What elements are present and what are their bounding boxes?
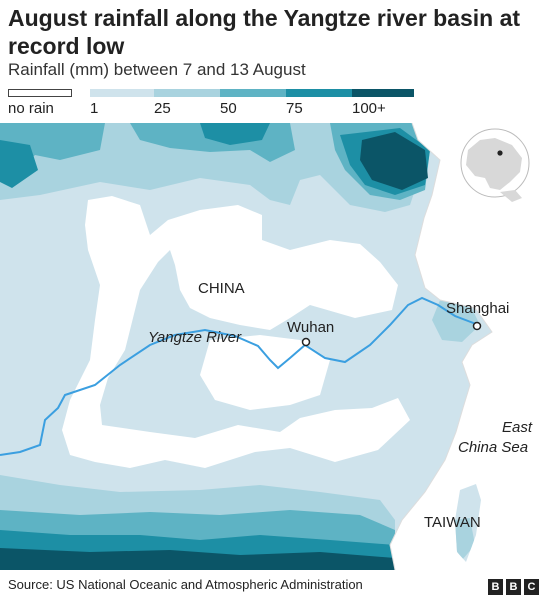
mainland-china (0, 123, 492, 570)
legend-swatch-75 (286, 89, 352, 97)
rain-band-100-north (360, 132, 428, 190)
legend-swatch-1 (90, 89, 154, 97)
coastline (389, 123, 493, 570)
chart-title: August rainfall along the Yangtze river … (8, 5, 521, 59)
rainfall-map: CHINA Yangtze River Wuhan Shanghai East … (0, 123, 544, 570)
shanghai-marker (472, 321, 482, 331)
label-china-sea: China Sea (458, 439, 528, 456)
yangtze-river-line (0, 296, 477, 456)
legend-label-75: 75 (286, 100, 303, 117)
legend-label-100: 100+ (352, 100, 386, 117)
legend-label-25: 25 (154, 100, 171, 117)
taiwan-island (455, 484, 481, 562)
bbc-logo-b2: B (506, 579, 521, 595)
chart-subtitle: Rainfall (mm) between 7 and 13 August (8, 60, 306, 79)
bbc-logo-b1: B (488, 579, 503, 595)
legend-swatch-100 (352, 89, 414, 97)
rainfall-legend: no rain 1 25 50 75 100+ (8, 89, 418, 119)
no-rain-area-2 (200, 335, 330, 410)
label-taiwan: TAIWAN (424, 514, 481, 531)
label-shanghai: Shanghai (446, 300, 509, 317)
rain-patch-shanghai (432, 300, 480, 342)
rain-band-75-north (0, 123, 430, 195)
rain-band-25-north (0, 123, 420, 212)
bbc-logo-c: C (524, 579, 539, 595)
label-yangtze-river: Yangtze River (148, 329, 242, 346)
legend-swatch-no-rain (8, 89, 72, 97)
legend-label-1: 1 (90, 100, 99, 117)
source-note: Source: US National Oceanic and Atmosphe… (8, 577, 363, 592)
rain-band-100-south (0, 548, 395, 570)
legend-label-50: 50 (220, 100, 237, 117)
legend-swatch-50 (220, 89, 286, 97)
legend-label-no-rain: no rain (8, 100, 54, 117)
label-wuhan: Wuhan (287, 319, 334, 336)
no-rain-area (62, 196, 410, 468)
legend-swatch-25 (154, 89, 220, 97)
wuhan-marker (301, 337, 311, 347)
label-china: CHINA (198, 280, 245, 297)
label-east: East (502, 419, 533, 436)
locator-globe (460, 128, 530, 202)
